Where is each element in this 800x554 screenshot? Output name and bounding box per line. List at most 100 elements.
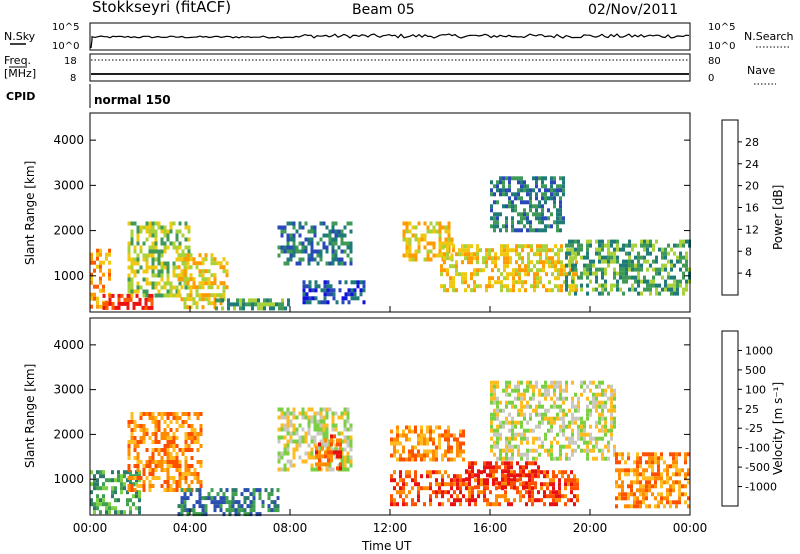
echo-cell <box>160 416 164 420</box>
echo-cell <box>517 432 520 437</box>
echo-cell <box>108 506 111 511</box>
echo-cell <box>571 448 574 453</box>
echo-cell <box>506 260 509 265</box>
echo-cell <box>157 464 161 468</box>
echo-cell <box>402 221 406 226</box>
echo-cell <box>219 496 223 501</box>
echo-cell <box>507 502 510 507</box>
echo-cell <box>485 288 488 293</box>
echo-cell <box>488 284 491 289</box>
echo-cell <box>359 288 363 293</box>
echo-cell <box>310 245 314 250</box>
echo-cell <box>666 476 669 481</box>
echo-cell <box>180 257 184 262</box>
echo-cell <box>133 249 137 254</box>
echo-cell <box>560 244 563 249</box>
echo-cell <box>334 229 338 234</box>
echo-cell <box>139 225 143 230</box>
echo-cell <box>145 460 149 464</box>
echo-cell <box>187 412 191 416</box>
echo-cell <box>574 247 577 252</box>
echo-cell <box>523 412 526 417</box>
echo-cell <box>183 261 187 266</box>
echo-cell <box>408 229 412 234</box>
echo-cell <box>190 432 194 436</box>
echo-cell <box>96 470 99 475</box>
echo-cell <box>589 388 592 393</box>
echo-cell <box>219 293 223 298</box>
echo-cell <box>396 457 399 462</box>
colorbar-tick-label: -25 <box>745 422 763 435</box>
echo-cell <box>610 420 613 425</box>
echo-cell <box>207 297 211 302</box>
echo-cell <box>670 283 673 288</box>
echo-cell <box>687 480 690 485</box>
echo-cell <box>571 432 574 437</box>
echo-cell <box>516 478 519 483</box>
echo-cell <box>621 456 624 461</box>
echo-cell <box>565 287 568 292</box>
echo-cell <box>586 412 589 417</box>
echo-cell <box>508 400 511 405</box>
echo-cell <box>637 291 640 296</box>
echo-cell <box>546 494 549 499</box>
echo-cell <box>500 284 503 289</box>
echo-cell <box>399 486 402 491</box>
echo-cell <box>559 416 562 421</box>
echo-cell <box>503 264 506 269</box>
echo-cell <box>328 229 332 234</box>
echo-cell <box>676 255 679 260</box>
echo-cell <box>534 469 537 474</box>
echo-cell <box>624 492 627 497</box>
echo-cell <box>193 436 197 440</box>
echo-cell <box>573 474 576 479</box>
echo-cell <box>330 434 333 439</box>
echo-cell <box>243 500 247 505</box>
echo-cell <box>541 192 544 197</box>
echo-cell <box>592 444 595 449</box>
echo-cell <box>438 225 442 230</box>
echo-cell <box>642 488 645 493</box>
echo-cell <box>411 257 415 262</box>
echo-cell <box>505 404 508 409</box>
echo-cell <box>157 448 161 452</box>
echo-cell <box>557 272 560 277</box>
echo-cell <box>504 461 507 466</box>
echo-cell <box>181 420 185 424</box>
colorbar-tick-label: 16 <box>745 202 759 215</box>
echo-cell <box>544 436 547 441</box>
echo-cell <box>157 281 161 286</box>
echo-cell <box>583 440 586 445</box>
echo-cell <box>550 448 553 453</box>
echo-cell <box>105 252 108 257</box>
echo-cell <box>556 188 559 193</box>
echo-cell <box>426 225 430 230</box>
echo-cell <box>494 256 497 261</box>
echo-cell <box>260 306 263 311</box>
echo-cell <box>507 473 510 478</box>
echo-cell <box>496 380 499 385</box>
echo-cell <box>622 247 625 252</box>
echo-cell <box>319 423 323 428</box>
echo-cell <box>508 204 511 209</box>
echo-cell <box>636 496 639 501</box>
echo-cell <box>453 498 456 503</box>
echo-cell <box>496 444 499 449</box>
echo-cell <box>485 248 488 253</box>
echo-cell <box>493 392 496 397</box>
echo-cell <box>473 272 476 277</box>
echo-cell <box>642 468 645 473</box>
echo-cell <box>216 285 220 290</box>
echo-cell <box>325 261 329 266</box>
echo-cell <box>327 458 330 463</box>
echo-cell <box>621 492 624 497</box>
echo-cell <box>286 451 290 456</box>
echo-cell <box>160 249 164 254</box>
echo-cell <box>628 275 631 280</box>
echo-cell <box>541 212 544 217</box>
echo-cell <box>204 277 208 282</box>
echo-cell <box>501 482 504 487</box>
echo-cell <box>610 384 613 389</box>
echo-cell <box>571 380 574 385</box>
